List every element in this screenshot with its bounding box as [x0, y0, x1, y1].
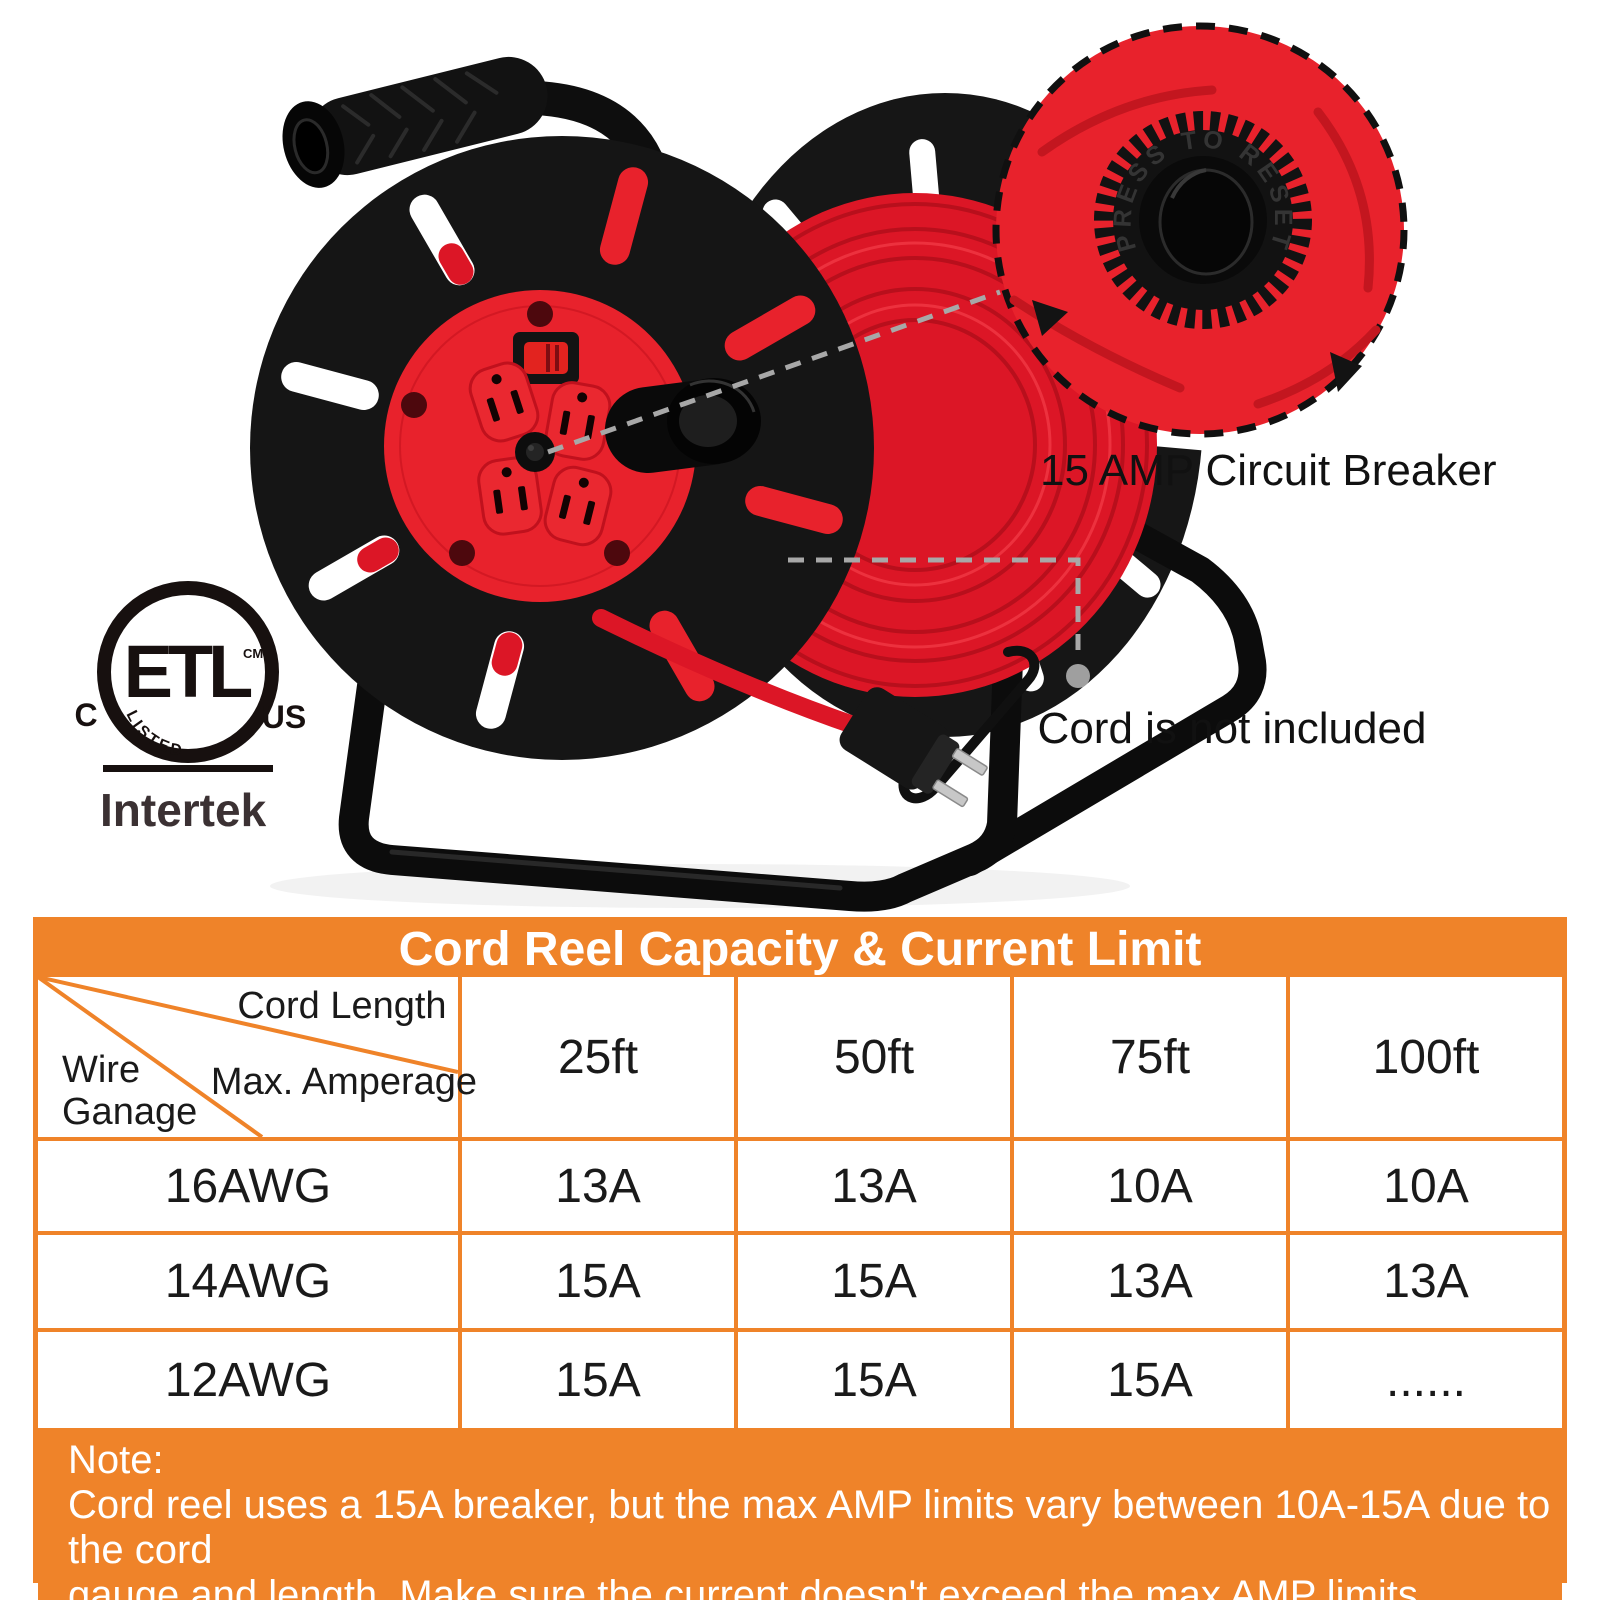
capacity-table: Cord Reel Capacity & Current Limit Cord … — [33, 917, 1567, 1600]
cell: 13A — [1286, 1235, 1562, 1328]
corner-cell: Cord Length Max. Amperage Wire Ganage — [38, 977, 477, 1137]
cell: ...... — [1286, 1332, 1562, 1428]
table-row: 14AWG 15A 15A 13A 13A — [38, 1231, 1562, 1328]
row-label: 16AWG — [164, 1159, 332, 1213]
cell: 15A — [734, 1235, 1010, 1328]
table-title: Cord Reel Capacity & Current Limit — [38, 922, 1562, 977]
column-header: 25ft — [458, 977, 734, 1137]
breaker-callout-line — [547, 289, 1001, 455]
cell: 15A — [734, 1332, 1010, 1428]
etl-us: US — [262, 699, 306, 735]
cell: 15A — [1010, 1332, 1286, 1428]
etl-mark: ETL CM LISTED C US Intertek — [74, 581, 306, 836]
column-header: 100ft — [1286, 977, 1562, 1137]
note-line2: gauge and length. Make sure the current … — [68, 1573, 1429, 1600]
breaker-callout-label: 15 AMP Circuit Breaker — [1040, 446, 1497, 495]
breaker-button — [515, 432, 555, 472]
breaker-zoom-circle: PRESS TO RESET — [992, 22, 1408, 438]
etl-c: C — [74, 697, 97, 733]
corner-wire-line1: Wire — [62, 1049, 141, 1091]
outlets — [468, 361, 613, 547]
outlet-slots — [486, 374, 596, 525]
note-heading: Note: — [68, 1438, 164, 1482]
table-header-row: Cord Length Max. Amperage Wire Ganage 25… — [38, 977, 1562, 1137]
axle-hub — [605, 378, 761, 473]
cell: 10A — [1010, 1141, 1286, 1231]
cord-reel-illustration: PRESS TO RESET ETL CM LISTED C US Intert… — [74, 22, 1408, 912]
corner-diagonals — [38, 977, 458, 1137]
breaker-knob: PRESS TO RESET — [1094, 111, 1312, 329]
corner-cord-length: Cord Length — [237, 985, 447, 1027]
etl-brand: Intertek — [100, 784, 267, 836]
corner-max-amperage: Max. Amperage — [210, 1061, 478, 1103]
cord-holder-bracket — [898, 645, 1040, 804]
column-header: 75ft — [1010, 977, 1286, 1137]
cord-callout-label: Cord is not included — [1037, 704, 1427, 753]
cell: 13A — [1010, 1235, 1286, 1328]
table-row: 16AWG 13A 13A 10A 10A — [38, 1137, 1562, 1231]
cord-callout-line — [788, 557, 1090, 688]
table-row: 12AWG 15A 15A 15A ...... — [38, 1328, 1562, 1428]
note-line1: Cord reel uses a 15A breaker, but the ma… — [68, 1483, 1551, 1572]
etl-cm: CM — [243, 646, 263, 661]
power-switch — [513, 332, 579, 384]
row-label: 12AWG — [164, 1353, 332, 1407]
cell: 15A — [458, 1235, 734, 1328]
etl-letters: ETL — [124, 630, 252, 713]
note-band: Note: Cord reel uses a 15A breaker, but … — [38, 1428, 1562, 1600]
column-header: 50ft — [734, 977, 1010, 1137]
stand-frame — [338, 501, 1267, 912]
cell: 15A — [458, 1332, 734, 1428]
plug — [839, 687, 988, 808]
power-cord — [592, 609, 865, 735]
row-label: 14AWG — [164, 1255, 332, 1308]
corner-wire-line2: Ganage — [62, 1091, 198, 1133]
cell: 10A — [1286, 1141, 1562, 1231]
cell: 13A — [458, 1141, 734, 1231]
outlet-face — [384, 290, 696, 602]
cell: 13A — [734, 1141, 1010, 1231]
